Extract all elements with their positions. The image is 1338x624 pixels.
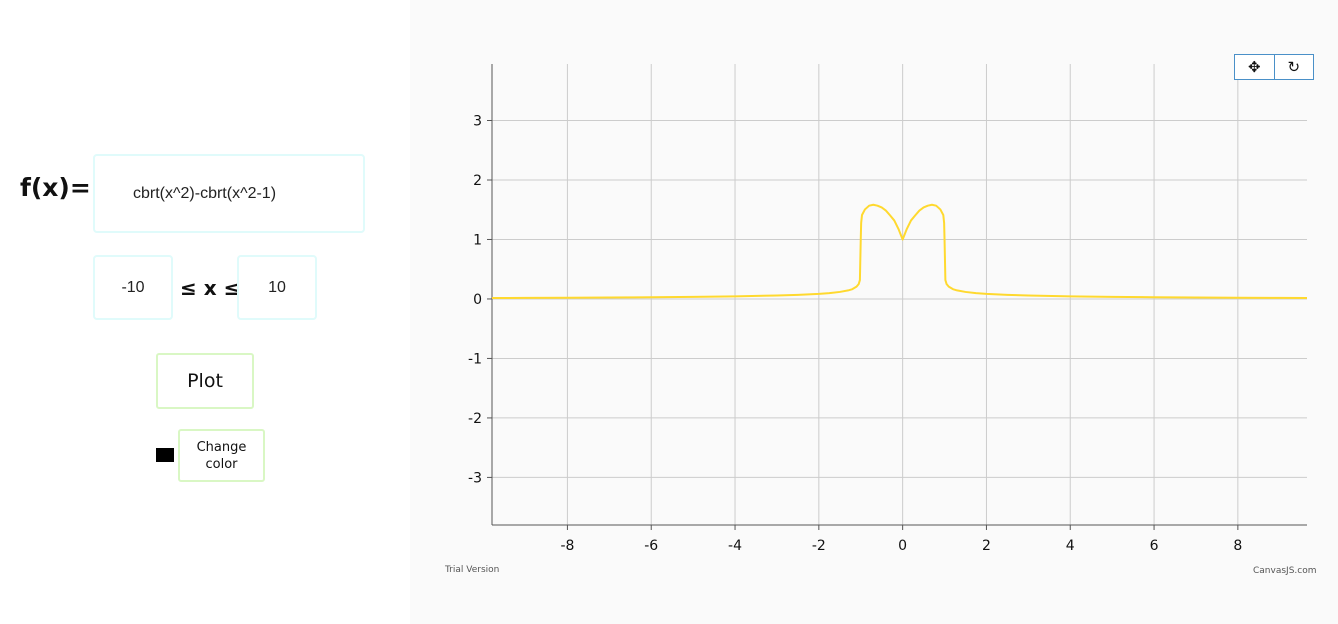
x-tick-label: 8 (1233, 538, 1242, 554)
x-tick-label: -8 (560, 538, 574, 554)
change-color-button[interactable]: Change color (178, 429, 265, 482)
x-min-input[interactable] (93, 255, 173, 320)
range-label: ≤ x ≤ (180, 276, 241, 300)
y-tick-label: 3 (473, 114, 482, 130)
color-swatch (156, 448, 174, 462)
x-tick-label: 4 (1066, 538, 1075, 554)
chart-panel: 3 2 1 0 -1 -2 -3 -8 -6 -4 -2 0 2 4 6 8 ✥ ↻ Trial Versio… (410, 0, 1338, 624)
function-chart: 3 2 1 0 -1 -2 -3 -8 -6 -4 -2 0 2 4 6 8 (468, 64, 1308, 554)
y-tick-label: -2 (468, 411, 482, 427)
x-tick-label: 2 (982, 538, 991, 554)
x-tick-label: -2 (812, 538, 826, 554)
reset-icon: ↻ (1287, 58, 1301, 76)
y-tick-label: -1 (468, 351, 482, 367)
x-tick-label: 6 (1150, 538, 1159, 554)
trial-version-label: Trial Version (445, 565, 500, 575)
input-panel: f(x)= ≤ x ≤ Plot Change color (0, 0, 410, 624)
x-max-input[interactable] (237, 255, 317, 320)
function-line (491, 203, 1308, 300)
pan-icon: ✥ (1247, 58, 1261, 76)
x-tick-label: 0 (898, 538, 907, 554)
canvasjs-credit-link[interactable]: CanvasJS.com (1253, 566, 1317, 576)
function-input[interactable] (93, 154, 365, 233)
y-tick-label: 0 (473, 292, 482, 308)
y-tick-label: 1 (473, 232, 482, 248)
y-tick-label: -3 (468, 470, 482, 486)
pan-button[interactable]: ✥ (1235, 55, 1274, 79)
chart-toolbar: ✥ ↻ (1234, 54, 1314, 80)
x-tick-label: -4 (728, 538, 742, 554)
y-tick-label: 2 (473, 173, 482, 189)
function-label: f(x)= (20, 173, 91, 202)
x-tick-label: -6 (644, 538, 658, 554)
plot-button[interactable]: Plot (156, 353, 254, 409)
reset-button[interactable]: ↻ (1273, 55, 1314, 79)
